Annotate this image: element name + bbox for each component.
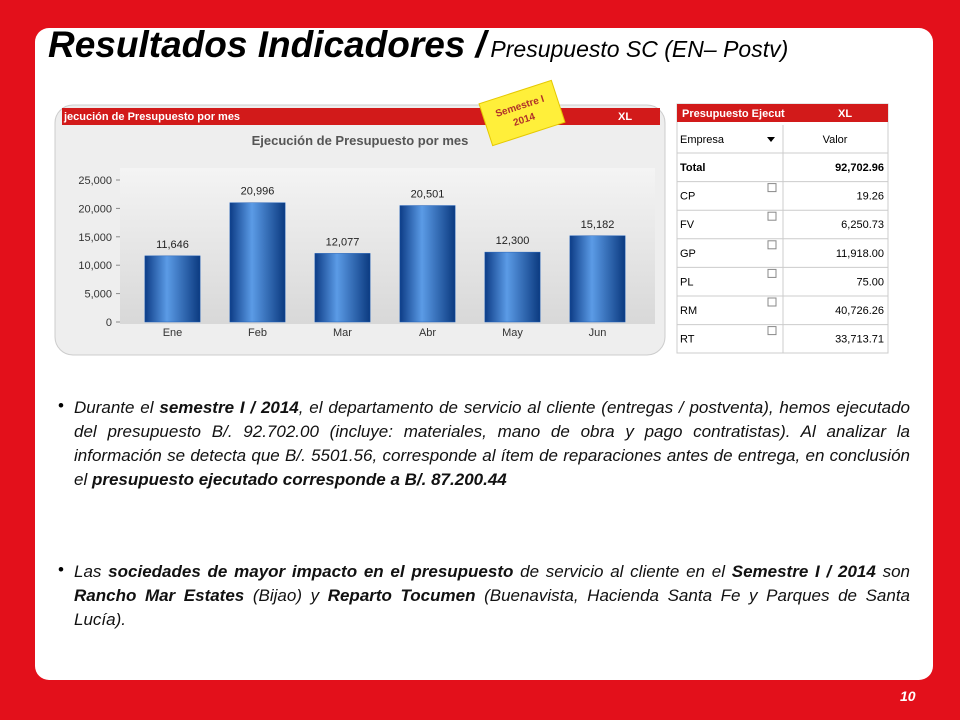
data-label: 11,646 — [156, 239, 189, 251]
cell: PL — [680, 276, 693, 288]
sticker-bg — [478, 79, 566, 147]
text-run: Semestre I / 2014 — [731, 562, 876, 581]
bar — [569, 235, 626, 323]
text-run: Reparto Tocumen — [327, 586, 476, 605]
x-tick-label: Feb — [248, 327, 267, 339]
bullet: • — [58, 560, 64, 579]
text-run: (Buenavista, Hacienda Santa Fe y Parques… — [74, 586, 911, 629]
x-tick-label: May — [502, 327, 523, 339]
table-title: Presupuesto Ejecut — [682, 108, 785, 120]
x-tick-label: Mar — [333, 327, 352, 339]
paragraph: Las sociedades de mayor impacto en el pr… — [74, 560, 910, 632]
y-tick-label: 5,000 — [84, 289, 112, 301]
text-run: de servicio al cliente en el — [513, 562, 732, 581]
table-header — [677, 104, 888, 122]
text-run: Rancho Mar Estates — [74, 586, 245, 605]
plot-area — [120, 168, 655, 324]
panel-title: jecución de Presupuesto por mes — [63, 111, 240, 123]
y-tick-label: 15,000 — [78, 232, 112, 244]
cell: GP — [680, 248, 696, 260]
expand-icon — [767, 326, 777, 336]
bar — [484, 251, 541, 323]
data-label: 20,501 — [411, 189, 445, 201]
text-run: presupuesto ejecutado corresponde a B/. … — [91, 470, 507, 489]
cell: 11,918.00 — [836, 248, 884, 260]
expand-icon — [767, 240, 777, 250]
bar — [399, 205, 456, 323]
title: Resultados Indicadores / Presupuesto SC … — [48, 24, 788, 66]
data-label: 15,182 — [581, 219, 615, 231]
page-number: 10 — [900, 688, 916, 704]
text-run: , el departamento de servicio al cliente… — [74, 398, 910, 489]
text-run: (Bijao) y — [244, 586, 328, 605]
bar — [144, 255, 201, 323]
expand-icon — [767, 211, 777, 221]
y-tick-label: 10,000 — [78, 260, 112, 272]
column-header: Empresa — [680, 134, 725, 146]
cell: 6,250.73 — [841, 219, 884, 231]
cell: CP — [680, 191, 695, 203]
title-sub: Presupuesto SC (EN– Postv) — [490, 36, 789, 62]
cell: 75.00 — [856, 276, 884, 288]
sort-arrow — [767, 137, 775, 142]
data-label: 12,300 — [496, 235, 530, 247]
table-icon: XL — [838, 108, 852, 120]
cell: FV — [680, 219, 695, 231]
bullet: • — [58, 396, 64, 415]
text-run: Durante el — [74, 398, 160, 417]
paragraph: Durante el semestre I / 2014, el departa… — [74, 396, 910, 492]
sticker: Semestre I 2014 — [478, 79, 566, 147]
x-tick-label: Abr — [419, 327, 436, 339]
text-run: son — [875, 562, 910, 581]
cell: 40,726.26 — [835, 305, 884, 317]
cell: 19.26 — [856, 191, 884, 203]
y-tick-label: 25,000 — [78, 175, 112, 187]
data-label: 20,996 — [241, 186, 275, 198]
figures: jecución de Presupuesto por mes XL Ejecu… — [54, 79, 889, 356]
bar — [314, 253, 371, 323]
expand-icon — [767, 183, 777, 193]
panel-icon: XL — [618, 111, 632, 123]
title-main: Resultados Indicadores / — [48, 24, 486, 65]
column-header: Valor — [823, 134, 848, 146]
cell: 92,702.96 — [835, 162, 884, 174]
expand-icon — [767, 268, 777, 278]
x-tick-label: Jun — [589, 327, 607, 339]
cell: 33,713.71 — [835, 334, 884, 346]
cell: Total — [680, 162, 705, 174]
bar — [229, 202, 286, 323]
y-tick-label: 20,000 — [78, 203, 112, 215]
x-tick-label: Ene — [163, 327, 183, 339]
y-tick-label: 0 — [106, 317, 112, 329]
expand-icon — [767, 297, 777, 307]
text-run: semestre I / 2014 — [159, 398, 299, 417]
data-label: 12,077 — [326, 236, 360, 248]
text-run: Las — [74, 562, 109, 581]
text-run: sociedades de mayor impacto en el presup… — [108, 562, 514, 581]
cell: RM — [680, 305, 697, 317]
cell: RT — [680, 334, 695, 346]
chart-title: Ejecución de Presupuesto por mes — [252, 133, 469, 148]
